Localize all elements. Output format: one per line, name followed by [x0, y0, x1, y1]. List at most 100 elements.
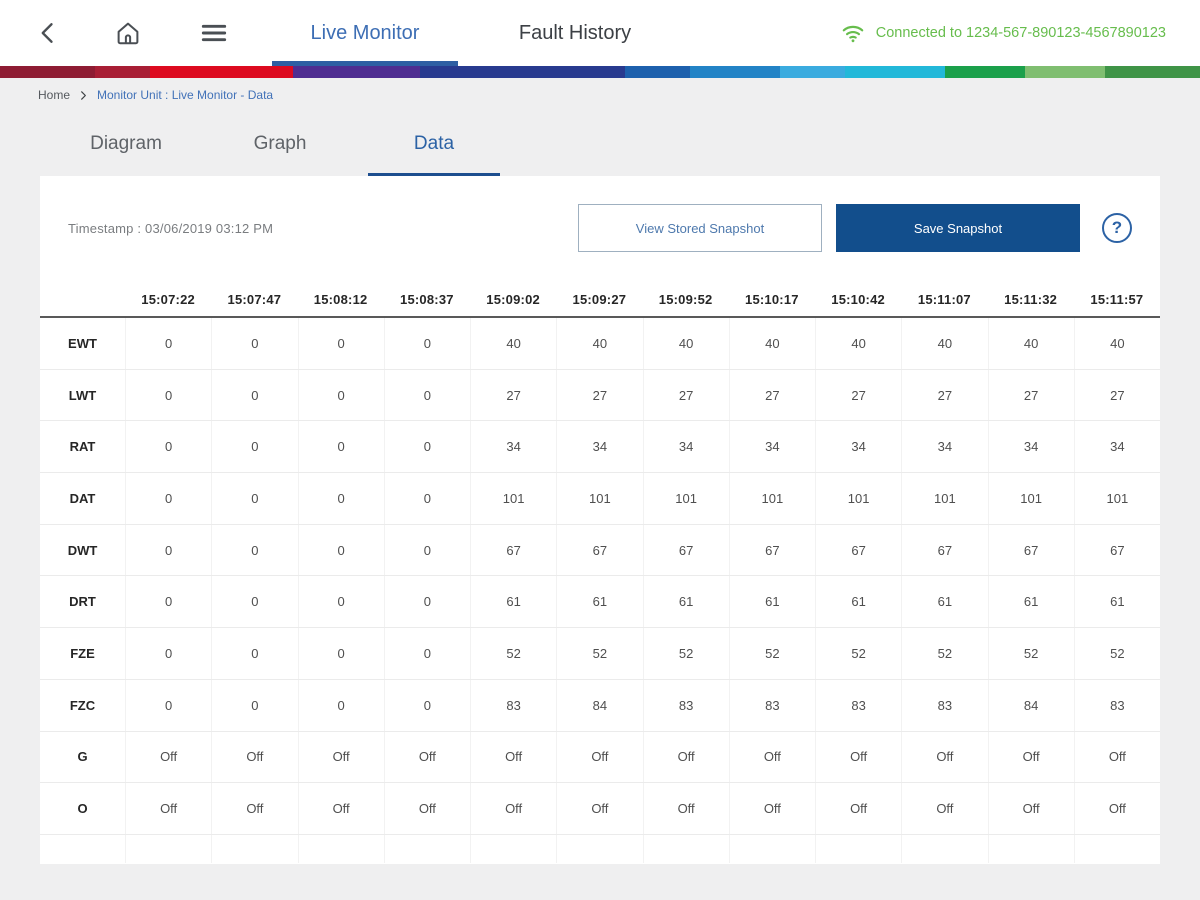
cell-value: 0	[211, 628, 297, 679]
cell-value: Off	[1073, 783, 1160, 834]
cell-value	[297, 834, 384, 863]
view-stored-snapshot-button[interactable]: View Stored Snapshot	[578, 204, 822, 252]
cell-value: Off	[297, 783, 384, 834]
cell-value: 40	[815, 318, 901, 369]
stripe-segment	[0, 66, 95, 78]
row-label: FZC	[69, 697, 96, 713]
cell-value: 0	[383, 679, 470, 731]
tab-graph[interactable]: Graph	[253, 133, 307, 154]
tab-diagram[interactable]: Diagram	[90, 133, 162, 154]
table-row: RAT 0 0 0 0 34 34 34 34 34 34 34 34	[40, 421, 1160, 474]
stripe-segment	[1105, 66, 1200, 78]
cell-value: 0	[125, 369, 211, 421]
row-label: O	[77, 801, 88, 817]
table-row-empty	[40, 834, 1160, 863]
time-column-header: 15:10:42	[831, 291, 885, 307]
cell-value: 0	[211, 421, 297, 473]
cell-value: 67	[1073, 524, 1160, 576]
cell-value: 0	[297, 369, 384, 421]
cell-value: 40	[470, 318, 556, 369]
time-column-header: 15:07:47	[227, 291, 282, 307]
brand-stripe	[0, 66, 1200, 78]
row-label: EWT	[68, 335, 97, 351]
cell-value: Off	[642, 783, 729, 834]
back-arrow-icon	[41, 23, 53, 43]
cell-value: 52	[556, 628, 642, 679]
time-column-header: 15:11:07	[917, 291, 971, 307]
time-column-header: 15:09:27	[572, 291, 627, 307]
cell-value: 0	[211, 679, 297, 731]
stripe-segment	[780, 66, 845, 78]
active-tab-underline	[368, 173, 500, 176]
cell-value: 61	[556, 576, 642, 628]
table-row: DRT 0 0 0 0 61 61 61 61 61 61 61 61	[40, 576, 1160, 629]
cell-value: 27	[642, 369, 729, 421]
cell-value: Off	[987, 783, 1074, 834]
cell-value: 101	[1073, 473, 1160, 524]
cell-value: Off	[642, 731, 729, 783]
save-snapshot-button[interactable]: Save Snapshot	[836, 204, 1080, 252]
stripe-segment	[625, 66, 690, 78]
table-row: O Off Off Off Off Off Off Off Off Off Off Off Off	[40, 783, 1160, 835]
stripe-segment	[945, 66, 1025, 78]
breadcrumb-current-page: Monitor Unit : Live Monitor - Data	[97, 88, 274, 102]
table-row: EWT 0 0 0 0 40 40 40 40 40 40 40 40	[40, 318, 1160, 370]
cell-value	[728, 834, 815, 863]
cell-value: 83	[728, 679, 815, 731]
cell-value	[470, 834, 556, 863]
cell-value: Off	[297, 731, 384, 783]
tab-data[interactable]: Data	[368, 112, 500, 176]
cell-value: 27	[987, 369, 1074, 421]
cell-value: 67	[987, 524, 1074, 576]
row-label: DWT	[67, 542, 98, 558]
cell-value: Off	[125, 783, 211, 834]
cell-value: 34	[1073, 421, 1160, 473]
help-button[interactable]: ?	[1102, 213, 1132, 243]
cell-value: 0	[383, 524, 470, 576]
cell-value: 34	[642, 421, 729, 473]
top-app-bar: Live Monitor Fault History Connected to …	[0, 0, 1200, 66]
cell-value: Off	[815, 783, 901, 834]
tab-data-label: Data	[413, 133, 455, 154]
stripe-segment	[150, 66, 293, 78]
table-row: FZE 0 0 0 0 52 52 52 52 52 52 52 52	[40, 628, 1160, 680]
cell-value: 52	[901, 628, 987, 679]
cell-value: 101	[470, 473, 556, 524]
cell-value: 0	[125, 318, 211, 369]
cell-value: 67	[642, 524, 729, 576]
cell-value: 27	[901, 369, 987, 421]
cell-value	[1073, 834, 1160, 863]
cell-value: 67	[901, 524, 987, 576]
cell-value: 0	[125, 473, 211, 524]
menu-button[interactable]	[192, 0, 236, 66]
cell-value: 0	[383, 628, 470, 679]
cell-value: 40	[1073, 318, 1160, 369]
row-label: G	[77, 749, 88, 765]
row-label: FZE	[70, 645, 95, 661]
row-label: LWT	[68, 387, 97, 403]
stripe-segment	[845, 66, 945, 78]
cell-value: 0	[297, 679, 384, 731]
nav-tab-live-monitor[interactable]: Live Monitor	[310, 21, 420, 44]
cell-value: 34	[815, 421, 901, 473]
cell-value: Off	[815, 731, 901, 783]
cell-value: 61	[901, 576, 987, 628]
cell-value: 101	[642, 473, 729, 524]
home-button[interactable]	[106, 0, 150, 66]
cell-value: 83	[1073, 679, 1160, 731]
cell-value: 0	[383, 318, 470, 369]
cell-value: 52	[470, 628, 556, 679]
cell-value: 61	[987, 576, 1074, 628]
cell-value: 0	[125, 576, 211, 628]
cell-value: 40	[642, 318, 729, 369]
cell-value: Off	[211, 731, 297, 783]
breadcrumb-home-link[interactable]: Home	[38, 88, 71, 102]
nav-tab-fault-history[interactable]: Fault History	[518, 21, 632, 44]
cell-value: 27	[556, 369, 642, 421]
cell-value: 101	[556, 473, 642, 524]
cell-value: 101	[987, 473, 1074, 524]
cell-value: Off	[728, 731, 815, 783]
cell-value: 40	[987, 318, 1074, 369]
time-column-header: 15:09:02	[486, 291, 540, 307]
back-button[interactable]	[28, 0, 68, 66]
